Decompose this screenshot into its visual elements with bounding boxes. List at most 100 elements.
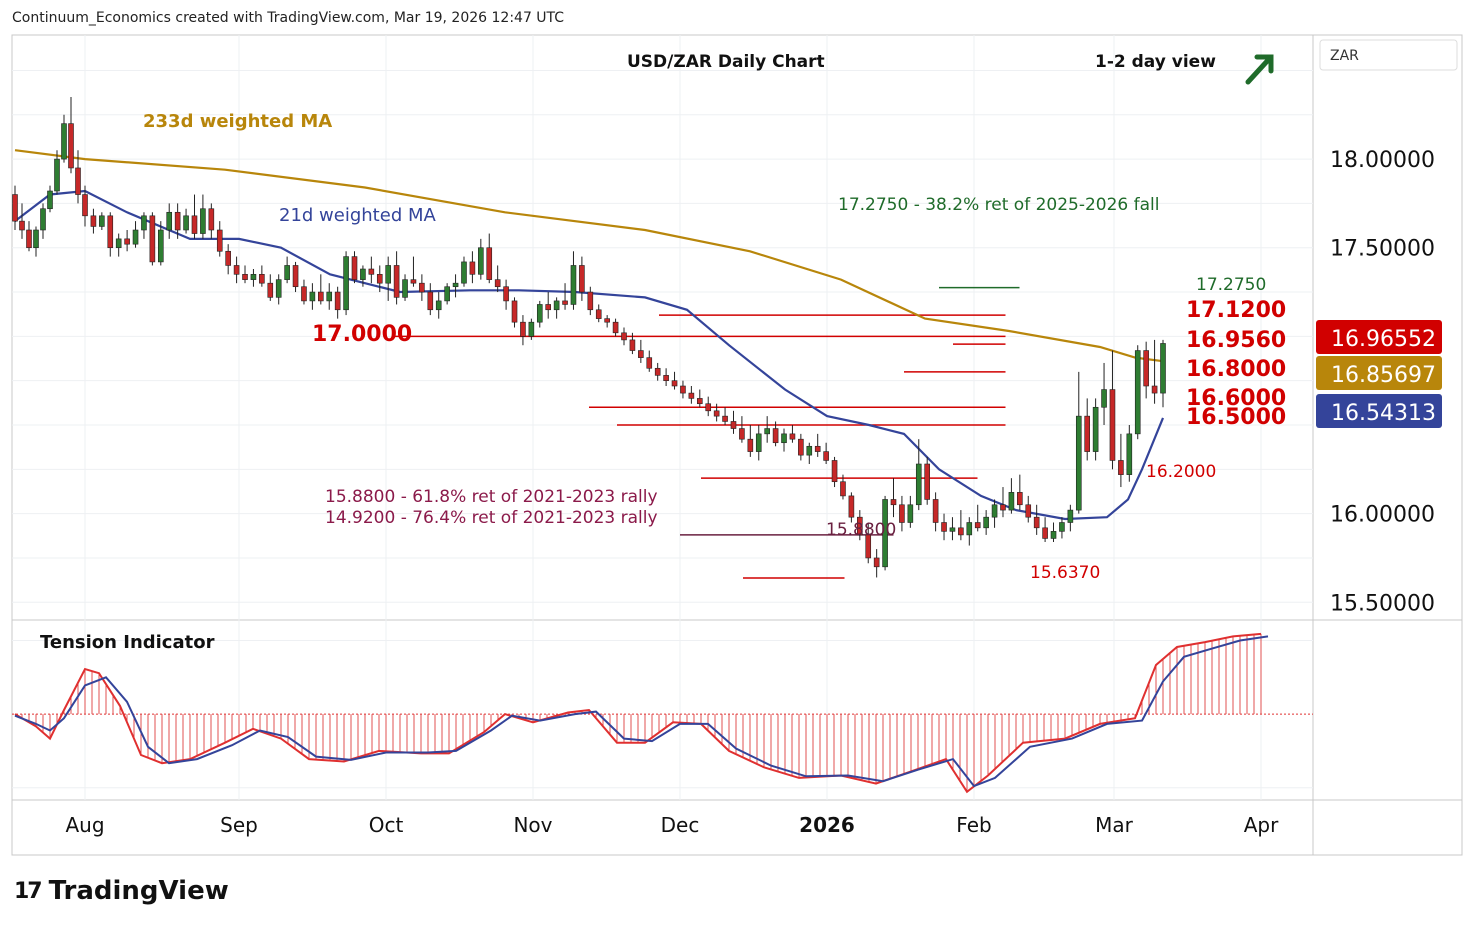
- candle-body: [82, 194, 88, 217]
- candle-body: [932, 499, 939, 523]
- outer-border: [11, 34, 1463, 856]
- y-tick-label: 16.00000: [1330, 503, 1435, 528]
- candle-body: [461, 261, 467, 284]
- candle-body: [61, 123, 67, 160]
- candlesticks: [12, 97, 1166, 578]
- candle-body: [427, 291, 434, 311]
- chart-annotations: USD/ZAR Daily Chart 1-2 day view 233d weig…: [143, 52, 1286, 583]
- x-tick-label: Mar: [1095, 813, 1134, 837]
- candle-body: [966, 522, 973, 536]
- candle-body: [26, 229, 32, 249]
- candle-body: [444, 286, 450, 302]
- y-tick-label: 17.50000: [1330, 237, 1435, 262]
- candle-body: [865, 534, 872, 559]
- level-label: 16.9560: [1186, 328, 1286, 353]
- candle-body: [368, 268, 375, 275]
- x-tick-label: Feb: [956, 813, 991, 837]
- candle-body: [494, 279, 501, 288]
- candle-body: [419, 282, 425, 293]
- fib-618-label: 15.8800 - 61.8% ret of 2021-2023 rally: [325, 487, 658, 507]
- candle-body: [1109, 389, 1116, 461]
- candle-body: [12, 194, 18, 222]
- candle-body: [1017, 492, 1023, 506]
- chart-title: USD/ZAR Daily Chart: [627, 52, 825, 72]
- level-label: 15.6370: [1030, 563, 1100, 583]
- candle-body: [208, 208, 215, 231]
- candle-body: [680, 385, 686, 394]
- candle-body: [385, 265, 391, 284]
- level-label: 17.0000: [312, 322, 412, 347]
- candle-body: [629, 339, 636, 351]
- price-tag-label: 16.96552: [1331, 327, 1436, 352]
- tradingview-logo-icon: 17: [14, 878, 43, 904]
- candle-body: [68, 123, 74, 169]
- x-tick-label: Aug: [65, 813, 104, 837]
- candle-body: [216, 229, 223, 252]
- level-label: 16.5000: [1186, 405, 1286, 430]
- candle-body: [259, 274, 265, 284]
- candle-body: [1025, 504, 1032, 518]
- candle-body: [1134, 350, 1141, 435]
- candle-body: [149, 215, 156, 263]
- candle-body: [1042, 527, 1048, 539]
- level-label: 15.8800: [826, 520, 896, 540]
- candle-body: [1118, 460, 1124, 475]
- candle-body: [713, 410, 720, 417]
- candle-body: [309, 291, 316, 302]
- x-tick-label: 2026: [799, 813, 855, 837]
- candle-body: [604, 318, 610, 323]
- candle-body: [1160, 343, 1166, 394]
- candle-body: [54, 158, 60, 192]
- candle-body: [831, 460, 838, 483]
- level-label: 16.2000: [1146, 462, 1216, 482]
- candle-body: [19, 220, 25, 231]
- ma-line: [14, 149, 1164, 363]
- candle-body: [1101, 389, 1107, 408]
- x-tick-label: Apr: [1244, 813, 1279, 837]
- candle-body: [553, 300, 560, 311]
- plot-border: [11, 34, 1314, 801]
- candle-body: [587, 291, 594, 311]
- candle-body: [536, 304, 543, 323]
- candle-body: [1143, 350, 1149, 387]
- candle-body: [318, 291, 324, 302]
- candle-body: [739, 428, 745, 440]
- candle-body: [191, 215, 198, 234]
- candle-body: [949, 527, 956, 532]
- candle-body: [890, 499, 897, 506]
- chart-attribution: Continuum_Economics created with Trading…: [12, 10, 565, 26]
- level-label: 17.1200: [1186, 298, 1286, 323]
- candle-body: [806, 445, 813, 456]
- candle-body: [511, 300, 518, 323]
- candle-body: [747, 438, 754, 452]
- candle-body: [915, 463, 922, 506]
- level-label: 17.2750: [1196, 275, 1266, 295]
- candle-body: [722, 415, 728, 422]
- candle-body: [284, 265, 290, 280]
- tradingview-logo[interactable]: 17 TradingView: [14, 876, 229, 906]
- candle-body: [435, 300, 442, 311]
- candle-body: [40, 208, 46, 231]
- tradingview-brand: TradingView: [48, 876, 229, 906]
- candle-body: [663, 375, 669, 381]
- candle-body: [292, 265, 299, 288]
- ma21-label: 21d weighted MA: [279, 205, 436, 226]
- candle-body: [696, 398, 703, 405]
- candle-body: [360, 268, 366, 280]
- candle-body: [545, 304, 552, 311]
- candle-body: [393, 265, 400, 298]
- candle-body: [755, 433, 762, 452]
- candle-body: [141, 215, 147, 231]
- candle-body: [1084, 415, 1091, 452]
- x-tick-label: Oct: [369, 813, 404, 837]
- candle-body: [174, 211, 181, 231]
- candle-body: [183, 215, 189, 231]
- candle-body: [840, 481, 846, 497]
- candle-body: [899, 504, 905, 523]
- candle-body: [730, 421, 737, 429]
- candle-body: [267, 282, 274, 298]
- candle-body: [33, 229, 39, 249]
- support-resistance-levels: [393, 286, 1020, 579]
- candle-body: [124, 238, 130, 245]
